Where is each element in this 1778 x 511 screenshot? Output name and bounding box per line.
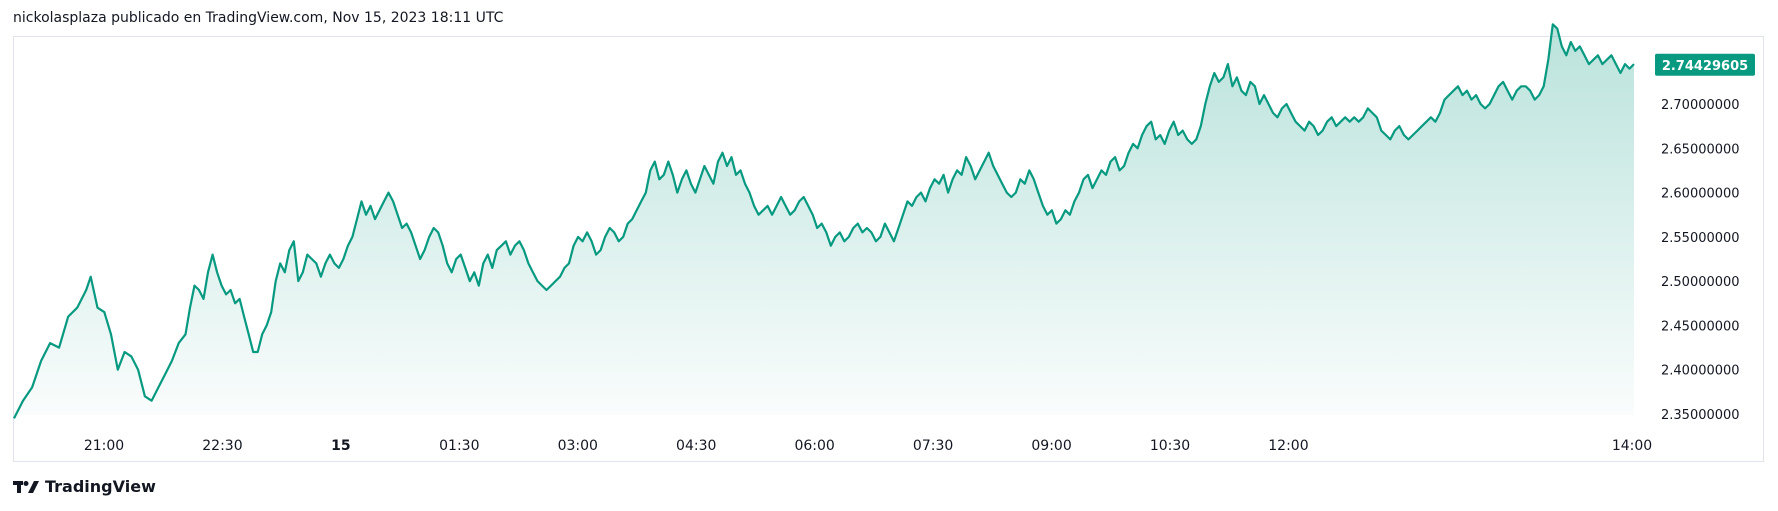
y-tick-label: 2.45000000 bbox=[1661, 319, 1740, 334]
tradingview-brand[interactable]: TradingView bbox=[13, 477, 156, 496]
x-tick-label: 01:30 bbox=[439, 438, 479, 454]
x-tick-label: 14:00 bbox=[1612, 438, 1652, 454]
publication-info: nickolasplaza publicado en TradingView.c… bbox=[13, 10, 504, 26]
price-line bbox=[13, 23, 1635, 419]
y-tick-label: 2.55000000 bbox=[1661, 231, 1740, 246]
x-tick-label: 09:00 bbox=[1031, 438, 1071, 454]
price-area-fill bbox=[14, 24, 1634, 419]
chart-frame bbox=[13, 36, 1764, 462]
x-tick-label: 04:30 bbox=[676, 438, 716, 454]
y-tick-label: 2.60000000 bbox=[1661, 187, 1740, 202]
last-price-label: 2.74429605 bbox=[1662, 59, 1748, 74]
x-tick-label: 21:00 bbox=[84, 438, 124, 454]
x-tick-label: 22:30 bbox=[202, 438, 242, 454]
x-tick-label: 07:30 bbox=[913, 438, 953, 454]
x-tick-label: 12:00 bbox=[1268, 438, 1308, 454]
y-tick-label: 2.70000000 bbox=[1661, 98, 1740, 113]
last-price-badge bbox=[1655, 53, 1755, 76]
x-tick-label: 15 bbox=[331, 438, 350, 454]
y-tick-label: 2.40000000 bbox=[1661, 364, 1740, 379]
x-tick-label: 10:30 bbox=[1150, 438, 1190, 454]
tradingview-logo-icon bbox=[13, 480, 39, 493]
x-tick-label: 03:00 bbox=[558, 438, 598, 454]
y-tick-label: 2.65000000 bbox=[1661, 142, 1740, 157]
brand-name: TradingView bbox=[45, 477, 156, 496]
y-tick-label: 2.50000000 bbox=[1661, 275, 1740, 290]
x-tick-label: 06:00 bbox=[794, 438, 834, 454]
y-tick-label: 2.35000000 bbox=[1661, 408, 1740, 423]
